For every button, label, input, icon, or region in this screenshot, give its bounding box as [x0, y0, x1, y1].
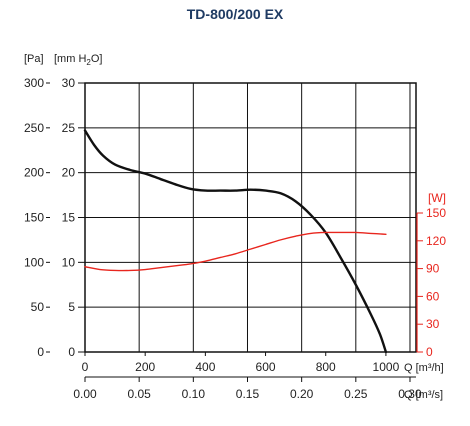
mmh2o-tick-label: 10 — [62, 255, 76, 269]
x2-tick-label: 0.25 — [344, 387, 368, 401]
mmh2o-tick-label: 0 — [68, 345, 75, 359]
x2-tick-label: 0.15 — [236, 387, 260, 401]
x2-tick-label: 0.30 — [398, 387, 422, 401]
series-layer — [83, 129, 388, 354]
mmh2o-tick-label: 30 — [62, 76, 76, 90]
pa-tick-label: 200 — [24, 166, 44, 180]
x2-tick-label: 0.10 — [182, 387, 206, 401]
pa-tick-label: 300 — [24, 76, 44, 90]
power-tick-label: 30 — [426, 317, 440, 331]
chart-title: TD-800/200 EX — [186, 6, 284, 22]
mmh2o-tick-label: 5 — [68, 300, 75, 314]
pa-axis-label: [Pa] — [24, 53, 44, 65]
mmh2o-tick-label: 20 — [62, 166, 76, 180]
mmh2o-tick-label: 25 — [62, 121, 76, 135]
x2-tick-label: 0.20 — [290, 387, 314, 401]
x-tick-label: 200 — [135, 360, 155, 374]
x-tick-label: 600 — [256, 360, 276, 374]
x-tick-label: 800 — [316, 360, 336, 374]
mmh2o-label-main: [mm H — [54, 53, 86, 65]
grid-layer — [84, 82, 417, 353]
mmh2o-label-end: O] — [91, 53, 103, 65]
mmh2o-tick-label: 15 — [62, 211, 76, 225]
x2-tick-label: 0.00 — [73, 387, 97, 401]
mmh2o-axis-label: [mm H2O] — [54, 53, 102, 67]
pa-tick-label: 0 — [37, 345, 44, 359]
x-tick-label: 400 — [195, 360, 215, 374]
power-tick-label: 120 — [426, 234, 446, 248]
x-tick-label: 0 — [82, 360, 89, 374]
axis-layer: 0501001502002503000510152025300306090120… — [24, 76, 446, 401]
pa-tick-label: 50 — [31, 300, 45, 314]
pa-tick-label: 150 — [24, 211, 44, 225]
power-axis-label: [W] — [428, 191, 446, 205]
pa-tick-label: 250 — [24, 121, 44, 135]
mmh2o-label-sub: 2 — [86, 58, 91, 67]
power-tick-label: 0 — [426, 345, 433, 359]
x-axis-label-m3s: Q [m³/s] — [404, 389, 443, 401]
x-axis-label-m3h: Q [m³/h] — [404, 362, 444, 374]
x2-tick-label: 0.05 — [127, 387, 151, 401]
power-tick-label: 90 — [426, 262, 440, 276]
power-tick-label: 150 — [426, 206, 446, 220]
power-curve — [84, 231, 387, 272]
power-tick-label: 60 — [426, 289, 440, 303]
x-tick-label: 1000 — [373, 360, 400, 374]
pa-tick-label: 100 — [24, 255, 44, 269]
pressure-curve — [83, 129, 388, 354]
